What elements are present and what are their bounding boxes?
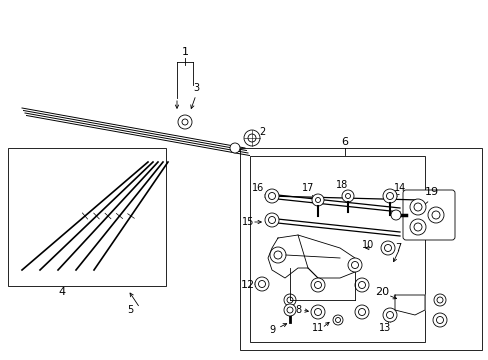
Circle shape: [311, 194, 324, 206]
Circle shape: [380, 241, 394, 255]
Circle shape: [286, 307, 292, 313]
Circle shape: [258, 280, 265, 288]
Circle shape: [332, 315, 342, 325]
Polygon shape: [394, 295, 424, 315]
Circle shape: [310, 278, 325, 292]
Text: 19: 19: [424, 187, 438, 197]
Text: 20: 20: [374, 287, 388, 297]
Circle shape: [436, 297, 442, 303]
Text: 16: 16: [251, 183, 264, 193]
Circle shape: [409, 199, 425, 215]
Circle shape: [432, 313, 446, 327]
Circle shape: [413, 203, 421, 211]
Circle shape: [427, 207, 443, 223]
Circle shape: [382, 308, 396, 322]
Text: 4: 4: [59, 287, 65, 297]
Circle shape: [264, 189, 279, 203]
Circle shape: [284, 304, 295, 316]
Circle shape: [386, 311, 393, 319]
Circle shape: [244, 130, 260, 146]
Text: 1: 1: [181, 47, 188, 57]
Bar: [249, 156, 424, 342]
Circle shape: [354, 305, 368, 319]
Bar: [8, 148, 165, 286]
Text: 15: 15: [242, 217, 254, 227]
Circle shape: [269, 247, 285, 263]
Polygon shape: [267, 235, 354, 278]
Circle shape: [436, 316, 443, 324]
Circle shape: [268, 193, 275, 199]
Circle shape: [284, 294, 295, 306]
Text: 14: 14: [393, 183, 406, 193]
Circle shape: [431, 211, 439, 219]
Circle shape: [314, 282, 321, 288]
Circle shape: [229, 143, 240, 153]
Circle shape: [433, 294, 445, 306]
Text: 9: 9: [268, 325, 274, 335]
Text: 10: 10: [361, 240, 373, 250]
Text: 8: 8: [294, 305, 301, 315]
Circle shape: [264, 213, 279, 227]
Circle shape: [358, 309, 365, 315]
Circle shape: [390, 210, 400, 220]
Text: 11: 11: [311, 323, 324, 333]
Circle shape: [351, 261, 358, 269]
Circle shape: [384, 244, 391, 252]
Bar: [240, 148, 481, 350]
Circle shape: [335, 318, 340, 323]
Circle shape: [273, 251, 282, 259]
Circle shape: [358, 282, 365, 288]
Circle shape: [268, 216, 275, 224]
Circle shape: [382, 189, 396, 203]
Circle shape: [254, 277, 268, 291]
Circle shape: [310, 305, 325, 319]
Text: 18: 18: [335, 180, 347, 190]
Circle shape: [341, 190, 353, 202]
Circle shape: [314, 309, 321, 315]
Circle shape: [413, 223, 421, 231]
Circle shape: [178, 115, 192, 129]
Text: 7: 7: [394, 243, 400, 253]
Text: 17: 17: [301, 183, 314, 193]
Text: 2: 2: [258, 127, 264, 137]
Circle shape: [347, 258, 361, 272]
Circle shape: [354, 278, 368, 292]
Text: 3: 3: [193, 83, 199, 93]
Text: 5: 5: [126, 305, 133, 315]
Text: 13: 13: [378, 323, 390, 333]
Circle shape: [247, 134, 256, 142]
Text: 6: 6: [341, 137, 348, 147]
Text: 12: 12: [241, 280, 255, 290]
FancyBboxPatch shape: [402, 190, 454, 240]
Circle shape: [286, 297, 292, 303]
Circle shape: [182, 119, 187, 125]
Circle shape: [315, 198, 320, 202]
Circle shape: [345, 194, 350, 198]
Circle shape: [386, 193, 393, 199]
Circle shape: [409, 219, 425, 235]
